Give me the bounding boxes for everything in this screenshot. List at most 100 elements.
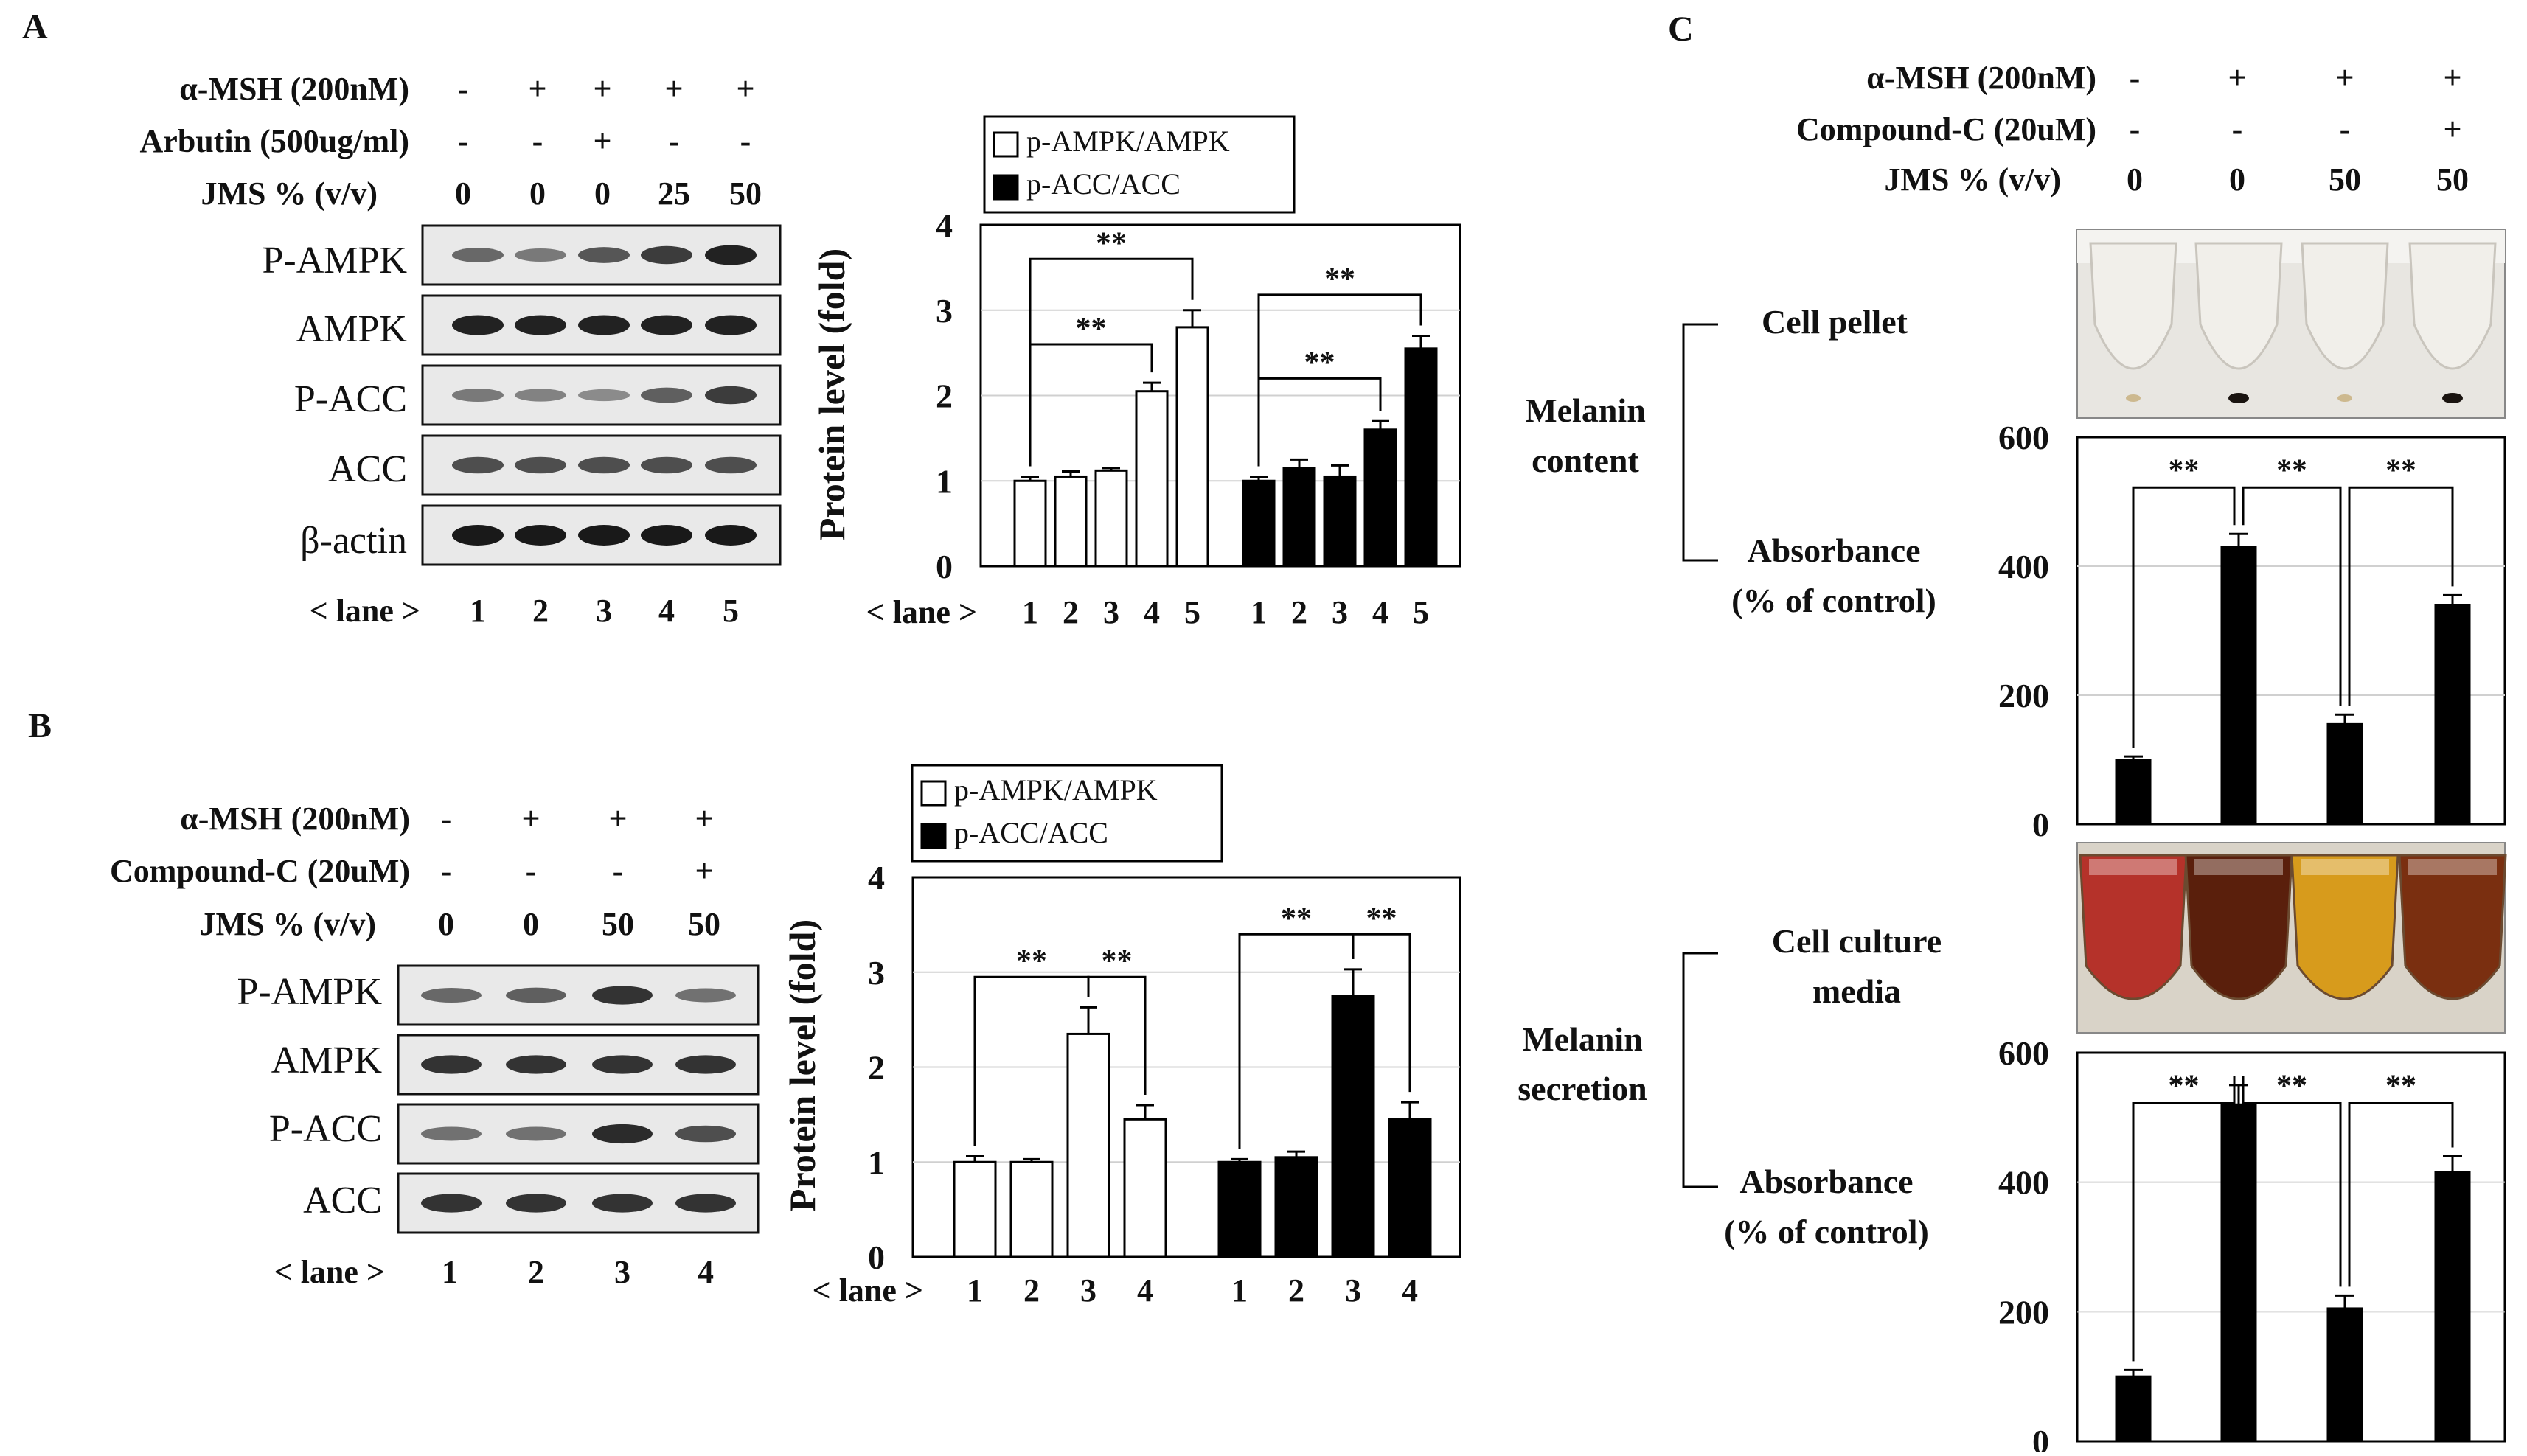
lane-number: 4 <box>658 593 675 629</box>
significance-star: ** <box>1366 902 1397 936</box>
bar <box>2220 546 2257 826</box>
culture-media-photo <box>2076 842 2507 1034</box>
blot-label: β-actin <box>300 520 407 562</box>
panel-a-row-label: Arbutin (500ug/ml) <box>140 123 409 159</box>
blot-band <box>421 1194 482 1213</box>
blot-band <box>578 389 630 402</box>
blot-band <box>705 456 757 474</box>
significance-star: ** <box>2169 1070 2200 1104</box>
blot-band <box>515 248 566 262</box>
blot-band <box>421 1126 482 1141</box>
lane-number: 5 <box>1184 594 1200 630</box>
bar <box>1323 475 1357 568</box>
lane-number: 1 <box>470 593 486 629</box>
y-tick-label: 400 <box>1998 1164 2049 1202</box>
significance-bracket <box>1087 975 1147 1095</box>
legend-swatch-filled <box>920 823 947 849</box>
bar <box>1242 479 1276 568</box>
y-tick-label: 3 <box>868 954 885 992</box>
melanin-pellet <box>2126 394 2141 402</box>
panel-b-cell: 0 <box>438 906 454 942</box>
blot-band <box>515 456 566 474</box>
legend-swatch-filled <box>993 174 1019 201</box>
media-tube <box>2290 854 2399 1000</box>
melanin-pellet <box>2337 394 2352 402</box>
significance-bracket <box>2132 1076 2236 1362</box>
y-tick-label: 0 <box>868 1239 885 1276</box>
melanin-content-labels: Melanin content Cell pellet Absorbance (… <box>1525 303 1936 619</box>
blot-band <box>592 1055 653 1074</box>
bar <box>2434 1171 2471 1443</box>
blot-label: ACC <box>303 1180 382 1222</box>
legend-label: p-ACC/ACC <box>954 816 1108 849</box>
lane-number: 3 <box>596 593 612 629</box>
melanin-pellet <box>2228 393 2249 403</box>
lane-number: 3 <box>1332 594 1348 630</box>
legend-label: p-ACC/ACC <box>1026 167 1181 201</box>
panel-b-letter: B <box>28 706 52 745</box>
cell-culture-media-label: Cell culture <box>1772 922 1942 960</box>
blot-band <box>592 1124 653 1144</box>
bar <box>2326 1307 2363 1443</box>
lane-number: 5 <box>1413 594 1429 630</box>
lane-number: 3 <box>1080 1272 1096 1309</box>
lane-number: 2 <box>1291 594 1307 630</box>
absorbance-label: Absorbance <box>1739 1163 1913 1200</box>
melanin-content-label: Melanin <box>1525 391 1646 429</box>
y-tick-label: 600 <box>1998 1034 2049 1072</box>
panel-a-x-axis: < lane > <box>866 594 977 630</box>
blot-band <box>641 456 692 474</box>
pellet-tubes <box>2089 242 2497 403</box>
lane-number: 5 <box>723 593 739 629</box>
lane-number: 4 <box>1144 594 1160 630</box>
y-tick-label: 0 <box>2032 1423 2049 1452</box>
panel-b-cell: + <box>521 801 540 837</box>
panel-c-cell: - <box>2130 111 2141 147</box>
panel-a-cell: 25 <box>658 175 690 212</box>
panel-a-cell: - <box>669 123 680 159</box>
blot-band <box>506 1126 566 1141</box>
panel-b-cell: 50 <box>602 906 634 942</box>
panel-c-row-label: α-MSH (200nM) <box>1866 60 2096 96</box>
y-tick-label: 3 <box>936 292 953 330</box>
bar <box>1274 1156 1318 1258</box>
y-axis-label: Protein level (fold) <box>782 919 823 1211</box>
lane-number: 3 <box>1103 594 1119 630</box>
bar <box>1066 1032 1110 1258</box>
legend-swatch-open <box>920 780 947 807</box>
panel-a-cell: - <box>532 123 543 159</box>
y-tick-label: 400 <box>1998 548 2049 585</box>
media-tube <box>2398 854 2507 1000</box>
significance-star: ** <box>1324 262 1355 296</box>
significance-star: ** <box>2169 453 2200 487</box>
panel-b-cell: - <box>441 853 452 889</box>
media-tube <box>2184 854 2293 1000</box>
bar <box>1363 428 1397 568</box>
plot-frame <box>2076 436 2506 826</box>
significance-star: ** <box>1304 346 1335 380</box>
lane-number: 3 <box>614 1254 630 1290</box>
blot-band <box>578 315 630 335</box>
panel-b-cell: - <box>526 853 537 889</box>
significance-bracket <box>1257 377 1382 467</box>
lane-number: 2 <box>1023 1272 1040 1309</box>
blot-band <box>675 988 736 1003</box>
significance-star: ** <box>1281 902 1312 936</box>
significance-star: ** <box>2276 453 2307 487</box>
absorbance-label: (% of control) <box>1731 582 1936 619</box>
blot-label: AMPK <box>296 308 408 350</box>
panel-a-cell: + <box>528 71 546 107</box>
blot-label: P-ACC <box>269 1108 382 1150</box>
tube <box>2194 242 2283 370</box>
y-tick-label: 2 <box>936 377 953 415</box>
tube <box>2089 242 2177 370</box>
lane-number: 1 <box>967 1272 983 1309</box>
panel-b-row-label: Compound-C (20uM) <box>110 853 410 889</box>
bar <box>1123 1118 1167 1258</box>
lane-number: 4 <box>1372 594 1388 630</box>
bar <box>2434 604 2471 826</box>
blot-band <box>452 525 504 546</box>
blot-band <box>705 386 757 405</box>
panel-a-cell: + <box>736 71 754 107</box>
